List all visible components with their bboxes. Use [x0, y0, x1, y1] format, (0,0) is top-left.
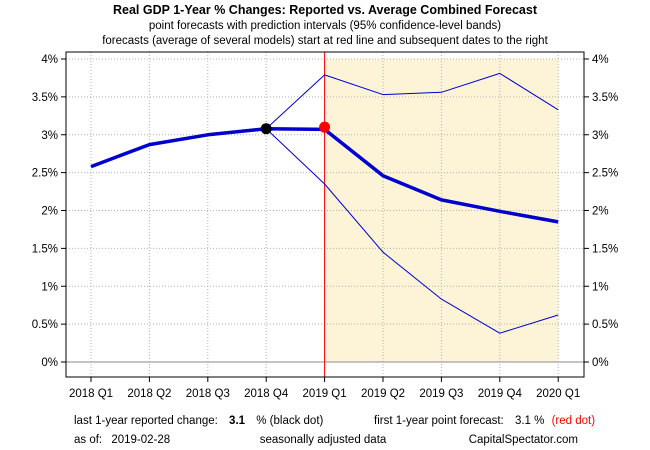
y-tick-label-right: 3.5% — [592, 92, 618, 104]
series-upper-line — [265, 72, 559, 130]
y-tick-label-left: 3.5% — [32, 92, 58, 104]
footer-asof: as of: 2019-02-28 — [74, 434, 170, 446]
highlight-points — [260, 121, 331, 135]
chart-title: Real GDP 1-Year % Changes: Reported vs. … — [113, 3, 538, 17]
x-tick-label: 2019 Q3 — [419, 388, 463, 400]
asof-label: as of: — [74, 434, 102, 446]
x-tick-label: 2019 Q2 — [361, 388, 405, 400]
y-tick-label-right: 3% — [592, 130, 609, 142]
forecast-value: 3.1 % — [515, 415, 544, 427]
footer-first-forecast: first 1-year point forecast: 3.1 % (red … — [374, 415, 595, 427]
asof-date: 2019-02-28 — [111, 434, 170, 446]
forecast-suffix: (red dot) — [552, 415, 596, 427]
y-tick-label-left: 4% — [41, 54, 58, 66]
x-tick-label: 2019 Q4 — [478, 388, 523, 400]
x-tick-label: 2018 Q1 — [69, 388, 113, 400]
reported-suffix: % (black dot) — [256, 415, 323, 427]
axes: 0% 0% 0.5% 0.5% 1% 1% 1.5% 1.5% 2% 2% 2.5% 2.5% 3% 3%… — [32, 54, 618, 400]
footer-source: CapitalSpectator.com — [469, 434, 578, 446]
y-tick-label-left: 1.5% — [32, 243, 58, 255]
x-tick-label: 2018 Q3 — [186, 388, 230, 400]
forecast-dot — [319, 121, 331, 133]
y-tick-label-right: 0.5% — [592, 319, 618, 331]
footer-adjustment-note: seasonally adjusted data — [260, 434, 387, 446]
series-lower-line — [265, 128, 559, 334]
y-tick-label-right: 2.5% — [592, 168, 618, 180]
y-tick-label-right: 1% — [592, 281, 609, 293]
reported-value: 3.1 — [229, 415, 246, 427]
y-tick-label-right: 2% — [592, 206, 609, 218]
x-tick-label: 2018 Q4 — [244, 388, 289, 400]
reported-dot — [260, 123, 272, 135]
chart-subtitle-1: point forecasts with prediction interval… — [149, 20, 501, 32]
y-tick-label-right: 0% — [592, 357, 609, 369]
y-tick-label-left: 2.5% — [32, 168, 58, 180]
y-tick-label-right: 1.5% — [592, 243, 618, 255]
y-tick-label-left: 1% — [41, 281, 58, 293]
x-tick-label: 2020 Q1 — [536, 388, 580, 400]
y-tick-label-left: 0% — [41, 357, 58, 369]
x-tick-label: 2018 Q2 — [127, 388, 171, 400]
chart-subtitle-2: forecasts (average of several models) st… — [102, 35, 548, 47]
y-tick-label-right: 4% — [592, 54, 609, 66]
y-tick-label-left: 2% — [41, 206, 58, 218]
footer-reported-change: last 1-year reported change: 3.1 % (blac… — [74, 415, 324, 427]
reported-prefix: last 1-year reported change: — [74, 415, 218, 427]
y-tick-label-left: 3% — [41, 130, 58, 142]
forecast-prefix: first 1-year point forecast: — [374, 415, 504, 427]
y-tick-label-left: 0.5% — [32, 319, 58, 331]
x-tick-label: 2019 Q1 — [303, 388, 347, 400]
